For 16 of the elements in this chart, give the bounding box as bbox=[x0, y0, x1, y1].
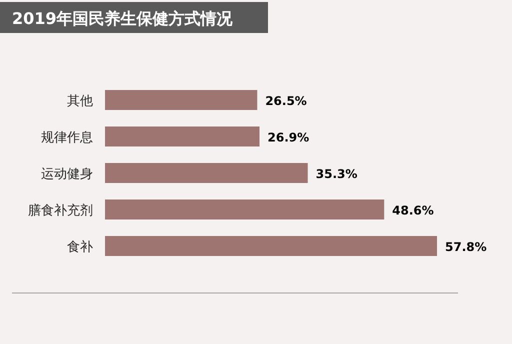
bar bbox=[105, 126, 260, 146]
y-tick-label: 食补 bbox=[67, 240, 93, 255]
bar bbox=[105, 200, 384, 220]
data-label: 35.3% bbox=[316, 167, 358, 181]
data-label: 48.6% bbox=[392, 204, 434, 218]
y-tick-label: 其他 bbox=[67, 94, 93, 109]
y-tick-label: 运动健身 bbox=[41, 167, 93, 182]
y-tick-label: 膳食补充剂 bbox=[28, 202, 93, 218]
data-label: 26.5% bbox=[265, 94, 307, 108]
y-tick-label: 规律作息 bbox=[41, 130, 93, 146]
data-label: 26.9% bbox=[268, 130, 310, 144]
bar bbox=[105, 236, 437, 256]
data-label: 57.8% bbox=[445, 240, 487, 254]
bar bbox=[105, 163, 308, 183]
bar bbox=[105, 90, 258, 110]
chart-title: 2019年国民养生保健方式情况 bbox=[12, 9, 234, 28]
